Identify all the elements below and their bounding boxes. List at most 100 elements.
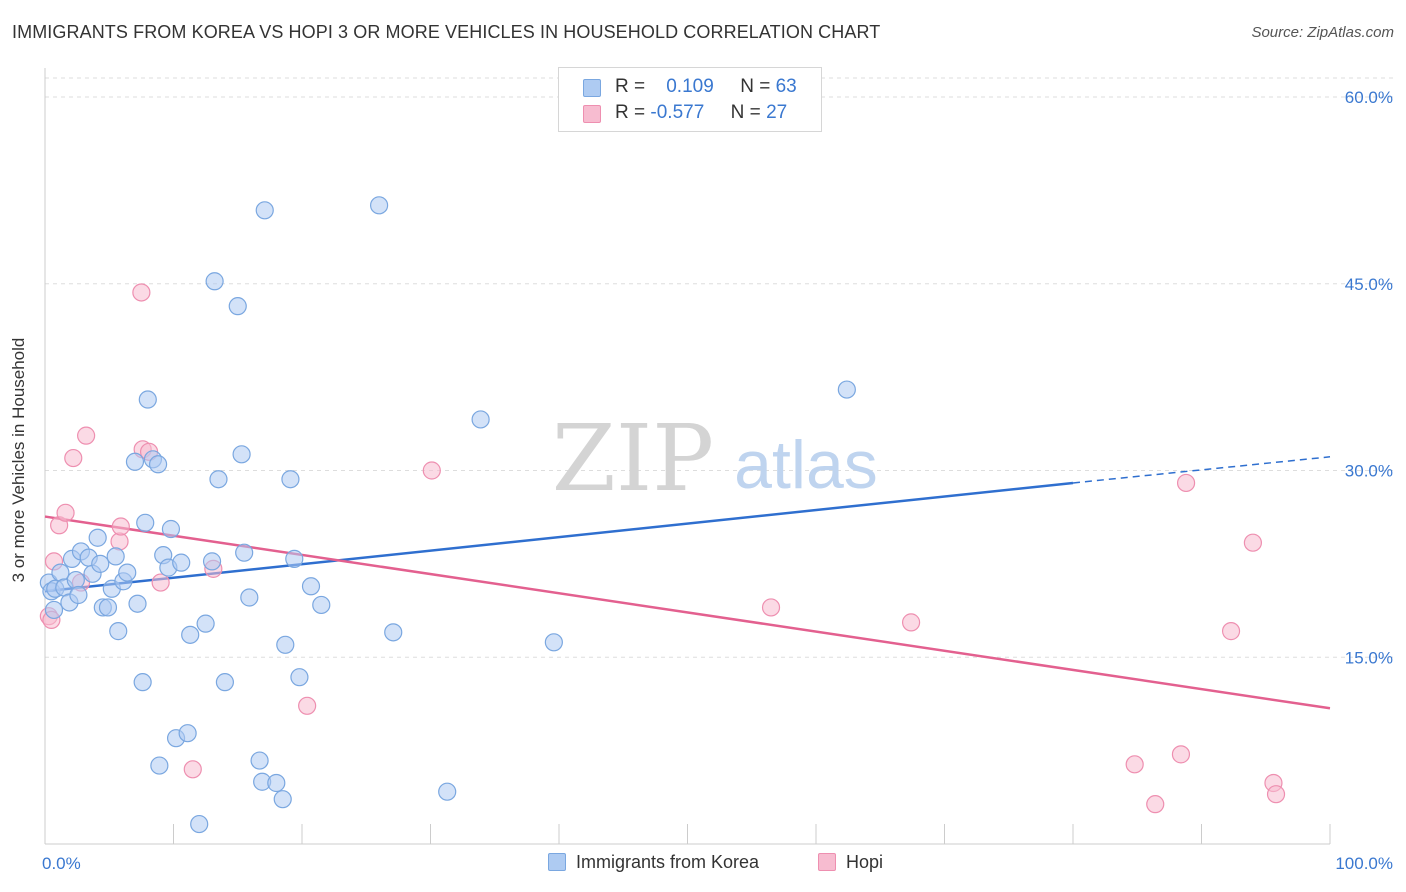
point-korea xyxy=(235,543,254,562)
point-korea xyxy=(66,570,85,590)
point-hopi xyxy=(298,696,317,715)
point-korea xyxy=(267,773,286,793)
point-hopi xyxy=(761,598,781,617)
point-korea xyxy=(44,600,64,620)
point-hopi xyxy=(132,283,151,302)
point-korea xyxy=(205,272,224,291)
point-korea xyxy=(118,563,137,582)
correlation-legend: R = 0.109 N = 63 R = -0.577 N = 27 xyxy=(558,67,822,132)
point-hopi xyxy=(1243,533,1263,552)
point-korea xyxy=(471,410,490,429)
y-tick-label: 30.0% xyxy=(1345,462,1393,481)
point-korea xyxy=(109,622,128,641)
point-korea xyxy=(138,390,157,409)
point-korea xyxy=(285,549,304,568)
tick-labels: 15.0% 30.0% 45.0% 60.0% 0.0% 100.0% xyxy=(42,88,1393,873)
trendline-korea-extension xyxy=(1072,456,1331,484)
legend-swatch-hopi xyxy=(583,105,601,123)
point-korea xyxy=(232,445,251,464)
point-korea xyxy=(125,452,145,471)
y-tick-label: 15.0% xyxy=(1345,648,1393,667)
point-hopi xyxy=(422,461,441,480)
point-korea xyxy=(370,196,389,215)
point-korea xyxy=(196,614,215,633)
point-korea xyxy=(128,594,147,613)
y-tick-label: 60.0% xyxy=(1345,88,1393,107)
point-hopi xyxy=(111,517,130,536)
point-korea xyxy=(215,673,234,692)
bottom-legend-hopi: Hopi xyxy=(818,852,883,873)
point-korea xyxy=(133,673,152,692)
point-korea xyxy=(276,635,295,654)
bottom-legend-swatch-korea xyxy=(548,853,566,871)
point-korea xyxy=(178,724,197,743)
axes xyxy=(44,68,1331,845)
point-korea xyxy=(273,790,292,809)
x-tick-label: 0.0% xyxy=(42,854,81,873)
legend-swatch-korea xyxy=(583,79,601,97)
point-hopi xyxy=(1221,622,1241,641)
point-korea xyxy=(209,470,228,489)
watermark: ZIP atlas xyxy=(552,405,878,512)
y-axis-title: 3 or more Vehicles in Household xyxy=(9,337,28,583)
trendline-hopi xyxy=(44,515,1331,710)
point-hopi xyxy=(1125,755,1144,774)
point-korea xyxy=(88,528,107,547)
bottom-legend-swatch-hopi xyxy=(818,853,836,871)
point-hopi xyxy=(64,448,83,468)
point-hopi xyxy=(77,426,96,445)
point-korea xyxy=(106,547,125,566)
point-hopi xyxy=(1171,745,1191,764)
point-korea xyxy=(438,782,457,801)
watermark-atlas: atlas xyxy=(734,427,878,503)
point-korea xyxy=(51,563,70,582)
point-korea xyxy=(181,625,200,644)
point-korea xyxy=(544,633,563,652)
point-korea xyxy=(255,201,274,220)
legend-n-label: N = xyxy=(740,76,771,97)
legend-r-label: R = xyxy=(615,102,646,123)
point-korea xyxy=(202,552,222,571)
point-korea xyxy=(290,668,309,687)
point-hopi xyxy=(901,613,921,632)
point-korea xyxy=(150,756,169,775)
point-hopi xyxy=(1266,785,1286,804)
point-korea xyxy=(250,751,269,770)
bottom-legend-label-korea: Immigrants from Korea xyxy=(576,852,760,872)
point-korea xyxy=(384,623,403,642)
point-hopi xyxy=(1146,795,1165,814)
point-korea xyxy=(136,513,155,532)
bottom-legend-label-hopi: Hopi xyxy=(846,852,884,872)
point-korea xyxy=(172,553,191,572)
point-korea xyxy=(148,455,168,474)
point-korea xyxy=(98,598,118,617)
point-korea xyxy=(301,577,321,596)
bottom-legend-korea: Immigrants from Korea xyxy=(548,852,759,873)
watermark-zip: ZIP xyxy=(552,405,714,512)
data-points xyxy=(39,196,1286,834)
legend-n-value-hopi: 27 xyxy=(766,102,788,123)
point-hopi xyxy=(183,760,202,779)
y-tick-label: 45.0% xyxy=(1345,275,1393,294)
legend-r-label: R = xyxy=(615,76,646,97)
legend-r-value-korea: 0.109 xyxy=(666,76,714,97)
point-korea xyxy=(91,554,110,573)
point-korea xyxy=(240,588,259,607)
point-korea xyxy=(161,519,181,539)
point-korea xyxy=(312,595,331,615)
point-hopi xyxy=(56,503,75,522)
point-hopi xyxy=(151,573,170,592)
legend-r-value-hopi: -0.577 xyxy=(650,102,705,123)
legend-n-label: N = xyxy=(730,102,761,123)
source-label: Source: ZipAtlas.com xyxy=(1251,24,1394,41)
legend-n-value-korea: 63 xyxy=(775,76,797,97)
point-korea xyxy=(69,585,88,605)
x-tick-label: 100.0% xyxy=(1335,854,1393,873)
point-korea xyxy=(228,297,247,316)
point-hopi xyxy=(1176,473,1196,493)
chart-title: IMMIGRANTS FROM KOREA VS HOPI 3 OR MORE … xyxy=(12,22,881,42)
point-korea xyxy=(837,380,856,399)
point-korea xyxy=(190,814,209,834)
point-korea xyxy=(281,470,300,489)
